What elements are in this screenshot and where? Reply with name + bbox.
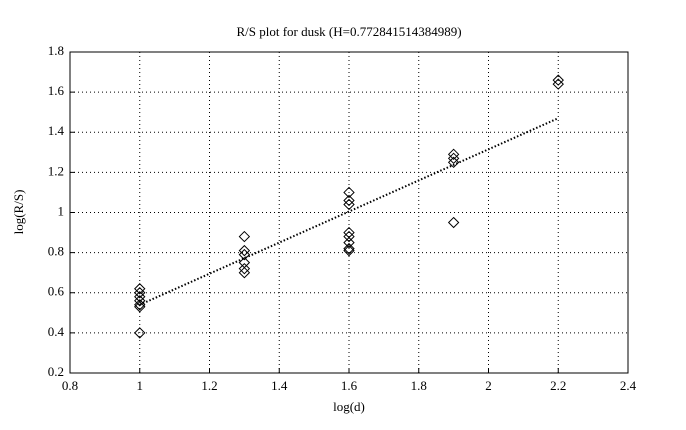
point bbox=[343, 194, 355, 207]
point bbox=[238, 230, 251, 243]
y-tick-label: 1.4 bbox=[48, 123, 65, 138]
point bbox=[238, 266, 251, 279]
point bbox=[238, 262, 251, 275]
x-tick-label: 2.4 bbox=[620, 378, 637, 393]
point bbox=[134, 287, 146, 299]
y-tick-label: 0.8 bbox=[48, 244, 64, 259]
x-tick-label: 1.8 bbox=[411, 378, 427, 393]
point bbox=[343, 244, 355, 257]
y-axis-label: log(R/S) bbox=[11, 190, 26, 235]
point bbox=[134, 301, 146, 313]
y-tick-label: 1.6 bbox=[48, 83, 65, 98]
y-tick-label: 0.6 bbox=[48, 284, 65, 299]
point bbox=[238, 248, 251, 261]
x-tick-label: 2.2 bbox=[550, 378, 566, 393]
point bbox=[134, 327, 146, 339]
y-tick-label: 1 bbox=[58, 203, 65, 218]
point bbox=[447, 216, 460, 229]
x-axis-label: log(d) bbox=[333, 399, 365, 414]
point bbox=[552, 74, 564, 86]
y-tick-label: 0.4 bbox=[48, 324, 65, 339]
y-tick-label: 0.2 bbox=[48, 364, 64, 379]
point bbox=[343, 230, 355, 243]
fit-line bbox=[139, 117, 559, 306]
point bbox=[134, 283, 146, 295]
point bbox=[134, 299, 146, 311]
point bbox=[343, 242, 355, 255]
point bbox=[238, 244, 251, 257]
y-tick-label: 1.8 bbox=[48, 43, 64, 58]
point bbox=[447, 148, 460, 161]
y-tick-label: 1.2 bbox=[48, 163, 64, 178]
chart-title: R/S plot for dusk (H=0.772841514384989) bbox=[236, 24, 461, 39]
point bbox=[343, 186, 355, 199]
x-tick-label: 1.6 bbox=[341, 378, 358, 393]
point bbox=[447, 156, 460, 169]
x-tick-label: 2 bbox=[485, 378, 492, 393]
x-tick-label: 1.4 bbox=[271, 378, 288, 393]
point bbox=[447, 152, 460, 165]
x-tick-label: 1.2 bbox=[201, 378, 217, 393]
point bbox=[552, 78, 564, 90]
point bbox=[343, 198, 355, 211]
x-tick-label: 0.8 bbox=[62, 378, 78, 393]
point bbox=[343, 236, 355, 249]
x-tick-label: 1 bbox=[137, 378, 144, 393]
point bbox=[134, 295, 146, 307]
